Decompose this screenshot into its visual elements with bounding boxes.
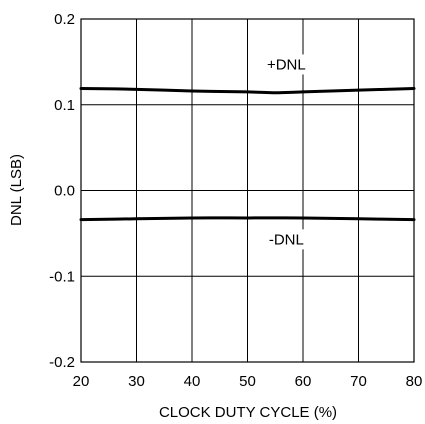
chart-series <box>79 86 416 222</box>
series-annotation: +DNL <box>267 56 306 73</box>
plot-frame <box>80 18 415 363</box>
x-tick-label: 60 <box>295 373 312 390</box>
series-line-minus-dnl <box>79 216 416 222</box>
chart-grid <box>80 18 415 363</box>
x-tick-label: 20 <box>73 373 90 390</box>
y-tick-label: -0.2 <box>49 354 75 371</box>
x-axis-label: CLOCK DUTY CYCLE (%) <box>159 404 337 421</box>
annotation-background <box>266 54 307 75</box>
x-tick-label: 80 <box>406 373 423 390</box>
x-tick-label: 30 <box>128 373 145 390</box>
x-tick-label: 50 <box>239 373 256 390</box>
x-tick-label: 40 <box>184 373 201 390</box>
series-annotation: -DNL <box>269 231 304 248</box>
y-tick-label: 0.2 <box>54 11 75 28</box>
y-tick-label: 0.0 <box>54 183 75 200</box>
chart-ticks: 20 30 40 50 60 70 80 0.2 0.1 0.0 -0.1 -0.2 <box>49 11 422 390</box>
chart-annotations: +DNL -DNL <box>266 54 307 250</box>
annotation-background <box>266 229 307 250</box>
x-tick-label: 70 <box>350 373 367 390</box>
series-line-plusminus-dnl <box>79 86 416 95</box>
y-tick-label: -0.1 <box>49 268 75 285</box>
y-tick-label: 0.1 <box>54 97 75 114</box>
y-axis-label: DNL (LSB) <box>8 154 25 226</box>
